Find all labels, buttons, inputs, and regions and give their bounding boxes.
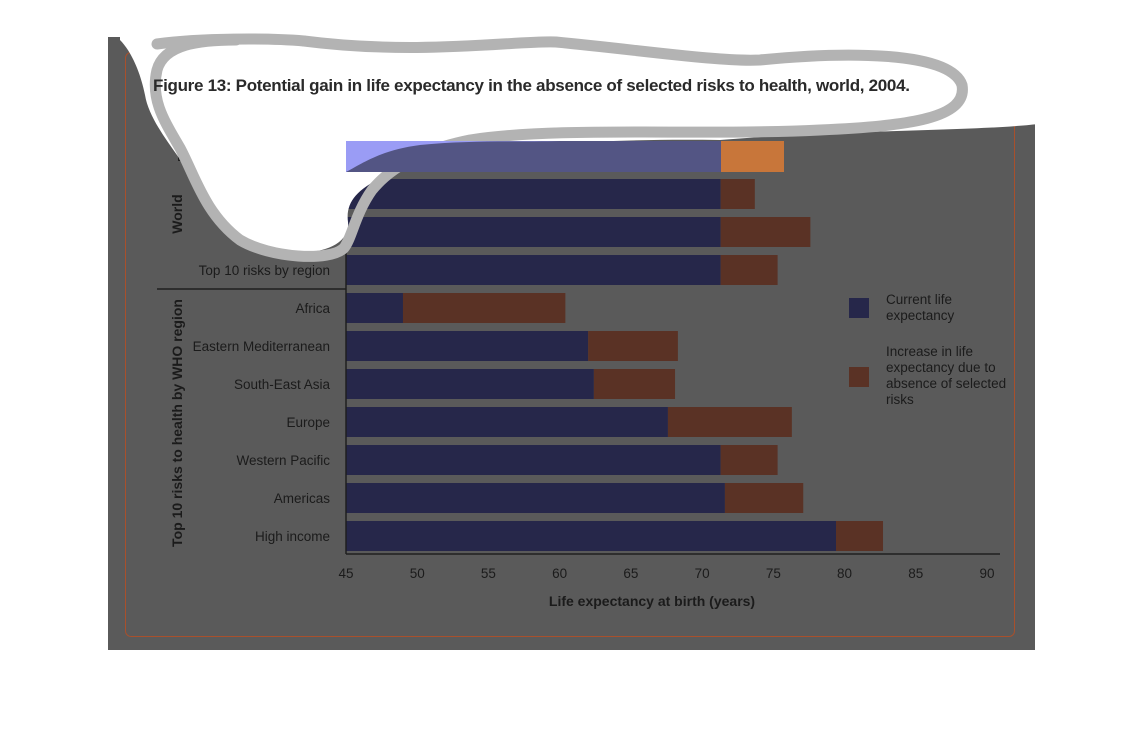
x-tick-label-65: 65: [623, 566, 638, 581]
legend-swatch-increase: [849, 367, 869, 387]
bar-current-top-10-risks-by-region: [346, 255, 721, 285]
figure-title: Figure 13: Potential gain in life expect…: [153, 76, 910, 95]
category-label-western-pacific: Western Pacific: [236, 453, 330, 468]
legend-swatch-current: [849, 298, 869, 318]
x-tick-label-80: 80: [837, 566, 852, 581]
cardiovascular-bar-highlight-increase: [721, 141, 784, 172]
legend-label-increase: Increase in life expectancy due to absen…: [886, 344, 1007, 407]
bar-current-africa: [346, 293, 403, 323]
category-label-eastern-mediterranean: Eastern Mediterranean: [193, 339, 330, 354]
x-tick-label-55: 55: [481, 566, 496, 581]
bar-current-all-24-risks: [346, 217, 721, 247]
bar-increase-western-pacific: [720, 445, 778, 475]
x-tick-label-75: 75: [766, 566, 781, 581]
bar-current-seven-child-risks: [346, 179, 721, 209]
x-tick-label-70: 70: [695, 566, 710, 581]
highlight-stroke: [149, 34, 968, 262]
x-tick-label-90: 90: [979, 566, 994, 581]
category-label-americas: Americas: [274, 491, 331, 506]
x-tick-label-85: 85: [908, 566, 923, 581]
category-label-high-income: High income: [255, 529, 330, 544]
bar-increase-europe: [667, 407, 792, 437]
bar-current-europe: [346, 407, 668, 437]
bar-current-high-income: [346, 521, 837, 551]
category-label-top-10-risks-by-region: Top 10 risks by region: [199, 263, 330, 278]
bar-increase-high-income: [836, 521, 884, 551]
highlight-inner-curve: [346, 141, 721, 172]
x-tick-label-60: 60: [552, 566, 567, 581]
bar-increase-seven-child-risks: [720, 179, 755, 209]
bar-increase-americas: [724, 483, 804, 513]
x-tick-label-45: 45: [338, 566, 353, 581]
category-label-europe: Europe: [286, 415, 330, 430]
bar-current-eastern-mediterranean: [346, 331, 589, 361]
category-label-south-east-asia: South-East Asia: [234, 377, 331, 392]
bar-increase-south-east-asia: [593, 369, 676, 399]
bar-increase-top-10-risks-by-region: [720, 255, 778, 285]
bar-increase-all-24-risks: [720, 217, 811, 247]
bar-current-south-east-asia: [346, 369, 594, 399]
highlight-stroke-top: [151, 33, 310, 50]
group-label-world: World: [169, 194, 185, 233]
bar-current-americas: [346, 483, 725, 513]
category-label-africa: Africa: [295, 301, 330, 316]
bar-current-western-pacific: [346, 445, 721, 475]
bar-increase-eastern-mediterranean: [588, 331, 678, 361]
group-label-who-region: Top 10 risks to health by WHO region: [169, 299, 185, 547]
x-axis-title: Life expectancy at birth (years): [549, 593, 755, 609]
legend-label-current: Current life expectancy: [886, 292, 955, 323]
bar-increase-africa: [402, 293, 566, 323]
group-layer: World Top 10 risks to health by WHO regi…: [169, 194, 185, 547]
x-tick-label-50: 50: [410, 566, 425, 581]
